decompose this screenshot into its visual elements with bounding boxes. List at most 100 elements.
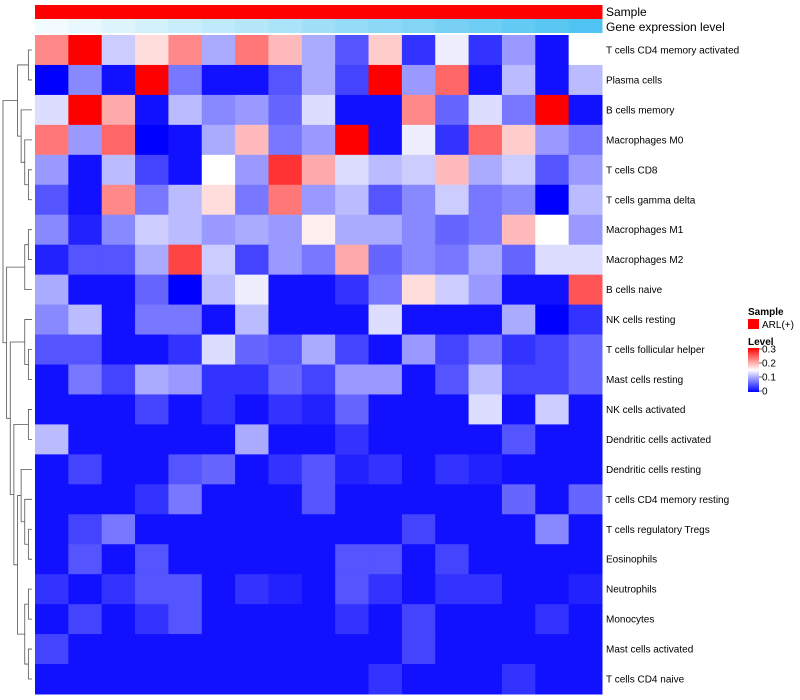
row-label: T cells gamma delta [606,195,696,206]
heatmap-cell [168,334,203,365]
heatmap-cell [135,514,169,545]
sample-annotation-cell [468,5,503,19]
heatmap-cell [235,184,269,216]
heatmap-cell [401,94,436,126]
heatmap-cell [335,664,370,695]
expression-annotation-cell [435,19,470,33]
sample-annotation-cell [301,5,336,19]
heatmap-cell [68,124,103,156]
heatmap-cell [301,64,336,96]
heatmap-cell [35,544,69,575]
legend-tick-label: 0 [762,387,768,398]
heatmap-cell [268,274,303,306]
heatmap-cell [335,544,370,575]
heatmap-cell [35,274,69,306]
heatmap-cell [568,214,603,246]
heatmap-cell [535,634,570,665]
row-label: Monocytes [606,615,654,626]
heatmap-cell [401,544,436,575]
heatmap-cell [335,244,370,276]
heatmap-cell [468,154,503,186]
sample-annotation-cell [68,5,103,19]
sample-annotation-cell [335,5,370,19]
heatmap-cell [435,214,470,246]
heatmap-cell [368,124,403,156]
row-label: Macrophages M2 [606,255,684,266]
heatmap-cell [268,94,303,126]
heatmap-cell [335,634,370,665]
heatmap-cell [101,574,136,605]
heatmap-cell [301,544,336,575]
heatmap-cell [35,124,69,156]
row-label: Mast cells resting [606,375,683,386]
heatmap-cell [435,35,470,66]
heatmap-cell [68,544,103,575]
heatmap-cell [435,154,470,186]
heatmap-cell [201,154,236,186]
row-label: T cells CD4 memory activated [606,45,739,56]
heatmap-cell [301,94,336,126]
sample-annotation-cell [135,5,169,19]
heatmap-cell [435,274,470,306]
heatmap-cell [368,154,403,186]
heatmap-cell [501,244,536,276]
heatmap-cell [335,334,370,365]
heatmap-cell [401,244,436,276]
row-label: T cells CD4 memory resting [606,495,729,506]
heatmap-cell [101,94,136,126]
heatmap-cell [468,364,503,395]
heatmap-cell [101,214,136,246]
heatmap-cell [301,634,336,665]
heatmap-cell [35,574,69,605]
heatmap-cell [435,334,470,365]
heatmap-cell [168,64,203,96]
expression-annotation-cell [135,19,169,33]
row-label: Macrophages M1 [606,225,684,236]
heatmap-cell [335,214,370,246]
expression-annotation-cell [501,19,536,33]
heatmap-cell [135,664,169,695]
heatmap-cell [135,304,169,336]
heatmap-cell [235,304,269,336]
heatmap-cell [301,394,336,425]
heatmap-cell [368,64,403,96]
heatmap-cell [268,514,303,545]
heatmap-cell [35,94,69,126]
heatmap-cell [235,454,269,485]
heatmap-cell [401,574,436,605]
heatmap-cell [168,184,203,216]
heatmap-cell [101,184,136,216]
heatmap-cell [301,35,336,66]
heatmap-cell [335,484,370,515]
heatmap-cell [435,574,470,605]
heatmap-cell [501,604,536,635]
heatmap-cell [68,334,103,365]
heatmap-cell [235,94,269,126]
heatmap-cell [35,154,69,186]
heatmap-cell [201,274,236,306]
heatmap-cell [368,304,403,336]
heatmap-cell [135,634,169,665]
heatmap-cell [235,334,269,365]
heatmap-cell [235,514,269,545]
heatmap-cell [368,394,403,425]
heatmap-cell [68,484,103,515]
dendrogram-branch [27,588,32,620]
heatmap-cell [101,334,136,365]
heatmap-cell [468,304,503,336]
heatmap-cell [568,544,603,575]
legend-sample-entry: ARL(+) [762,320,794,331]
heatmap-cell [68,214,103,246]
heatmap-cell [135,604,169,635]
heatmap-cell [568,484,603,515]
heatmap-cell [468,244,503,276]
heatmap-cell [101,64,136,96]
heatmap-cell [68,64,103,96]
heatmap-cell [568,244,603,276]
heatmap-cell [535,664,570,695]
heatmap-cell [535,214,570,246]
sample-annotation-cell [101,5,136,19]
heatmap-cell [235,574,269,605]
heatmap-cell [168,424,203,455]
